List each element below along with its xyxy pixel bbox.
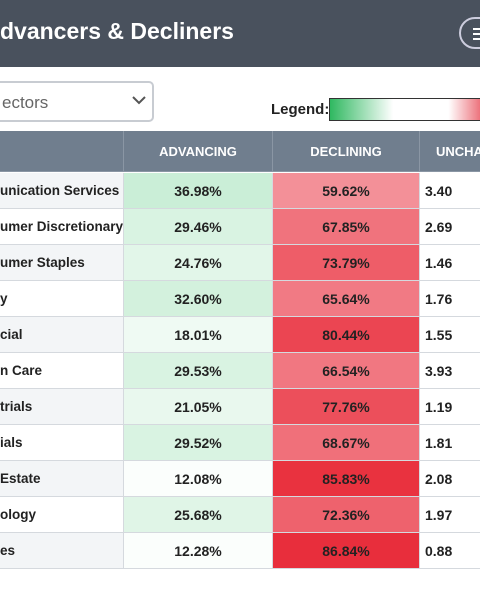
value-cell: 1.19 [420, 389, 480, 425]
sector-name: unication Services [0, 173, 124, 209]
value-cell: 1.81 [420, 425, 480, 461]
sector-name: ials [0, 425, 124, 461]
sector-name: n Care [0, 353, 124, 389]
value-cell: 1.76 [420, 281, 480, 317]
value-cell: 32.60% [124, 281, 273, 317]
header-cell [0, 131, 124, 172]
column-header: UNCHA [420, 131, 480, 172]
value-cell: 2.08 [420, 461, 480, 497]
dropdown-text: ectors [2, 93, 49, 112]
sector-name: cial [0, 317, 124, 353]
value-cell: 36.98% [124, 173, 273, 209]
sector-name: es [0, 533, 124, 569]
value-cell: 29.52% [124, 425, 273, 461]
sector-dropdown[interactable]: ectors [0, 81, 154, 122]
value-cell: 1.97 [420, 497, 480, 533]
value-cell: 24.76% [124, 245, 273, 281]
column-header: ADVANCING [124, 131, 273, 172]
value-cell: 29.46% [124, 209, 273, 245]
value-cell: 73.79% [273, 245, 420, 281]
sector-name: Estate [0, 461, 124, 497]
header-bar: dvancers & Decliners [0, 0, 480, 67]
sector-name: umer Staples [0, 245, 124, 281]
sector-name: trials [0, 389, 124, 425]
chevron [132, 96, 146, 105]
value-cell: 12.08% [124, 461, 273, 497]
value-cell: 68.67% [273, 425, 420, 461]
value-cell: 80.44% [273, 317, 420, 353]
value-cell: 25.68% [124, 497, 273, 533]
sector-name: y [0, 281, 124, 317]
value-cell: 67.85% [273, 209, 420, 245]
value-cell: 86.84% [273, 533, 420, 569]
value-cell: 21.05% [124, 389, 273, 425]
value-cell: 66.54% [273, 353, 420, 389]
value-cell: 1.46 [420, 245, 480, 281]
value-cell: 77.76% [273, 389, 420, 425]
value-cell: 85.83% [273, 461, 420, 497]
value-cell: 72.36% [273, 497, 420, 533]
sector-name: umer Discretionary [0, 209, 124, 245]
value-cell: 2.69 [420, 209, 480, 245]
menu-button[interactable] [459, 17, 480, 49]
column-header: DECLINING [273, 131, 420, 172]
sector-name: ology [0, 497, 124, 533]
value-cell: 0.88 [420, 533, 480, 569]
value-cell: 65.64% [273, 281, 420, 317]
value-cell: 12.28% [124, 533, 273, 569]
legend-gradient [329, 98, 480, 121]
value-cell: 29.53% [124, 353, 273, 389]
value-cell: 18.01% [124, 317, 273, 353]
value-cell: 3.93 [420, 353, 480, 389]
legend-label: Legend: [271, 101, 330, 118]
page-title: dvancers & Decliners [0, 18, 234, 44]
value-cell: 1.55 [420, 317, 480, 353]
value-cell: 59.62% [273, 173, 420, 209]
value-cell: 3.40 [420, 173, 480, 209]
